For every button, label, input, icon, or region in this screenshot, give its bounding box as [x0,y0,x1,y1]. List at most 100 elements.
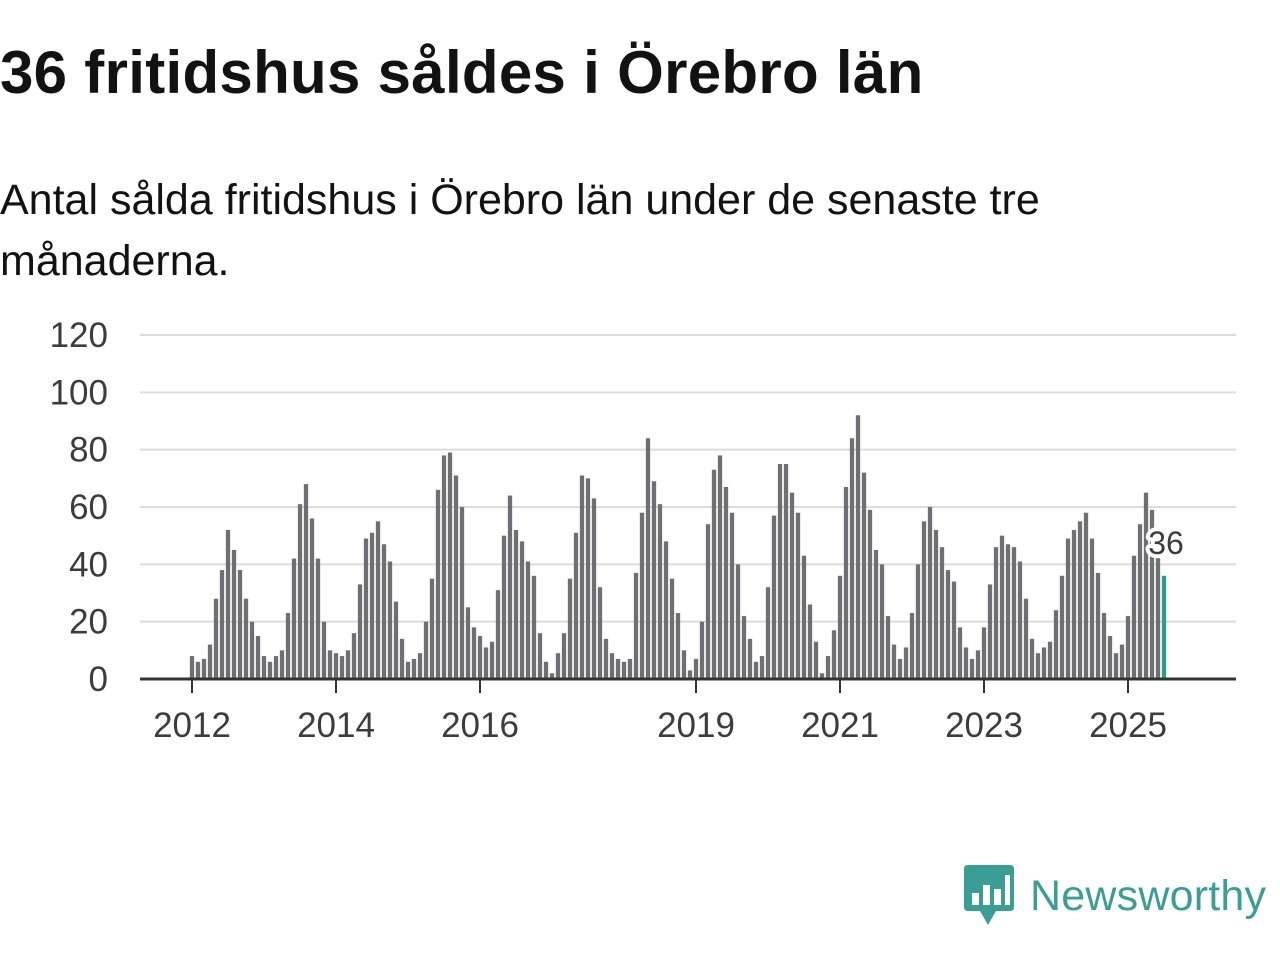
bar [945,570,951,679]
bar [705,524,711,679]
highlight-bar [1161,575,1167,679]
brand-name: Newsworthy [1030,871,1267,920]
chart-subtitle: Antal sålda fritidshus i Örebro län unde… [0,176,1040,285]
bar [789,492,795,679]
bar [1017,561,1023,679]
bar [783,464,789,679]
bar [333,653,339,679]
bar [1077,521,1083,679]
bar [1113,653,1119,679]
bar [921,521,927,679]
bar [861,472,867,679]
bar [879,564,885,679]
bar [369,532,375,679]
bar [591,498,597,679]
logo-bar-2 [983,885,990,905]
highlight-value-label: 36 [1148,525,1184,561]
bar [801,555,807,679]
bar [195,661,201,679]
bar [1119,644,1125,679]
bar [429,578,435,679]
bar [711,469,717,679]
bar [1011,547,1017,679]
bar [225,529,231,679]
bar [501,535,507,679]
bar [417,653,423,679]
bar [1149,509,1155,679]
bar [1035,653,1041,679]
bar [741,615,747,679]
bar [981,627,987,679]
bar [459,507,465,679]
bar [1047,641,1053,679]
x-tick-label: 2016 [441,706,519,745]
bar [621,661,627,679]
bar [303,484,309,679]
bar [351,633,357,679]
x-tick-label: 2019 [657,706,735,745]
bar [987,584,993,679]
bar [597,587,603,679]
logo-bar-4 [1005,875,1010,905]
bar [1143,492,1149,679]
y-tick-label: 40 [69,545,108,584]
bar [735,564,741,679]
bar [573,532,579,679]
bar [843,486,849,679]
bar [243,598,249,679]
bar [669,578,675,679]
bar [1065,538,1071,679]
bar [963,647,969,679]
bar [327,650,333,679]
bar [1131,555,1137,679]
bar [201,658,207,679]
bar [777,464,783,679]
bar [309,518,315,679]
bar [771,515,777,679]
bar [1059,575,1065,679]
bar [279,650,285,679]
bar [993,547,999,679]
x-tick-label: 2012 [153,706,231,745]
bar [513,529,519,679]
bar [897,658,903,679]
bar [477,636,483,679]
bar [915,564,921,679]
bar [645,438,651,679]
y-tick-label: 100 [50,373,108,412]
bar [927,507,933,679]
bar [261,656,267,679]
bar [627,658,633,679]
bar [747,638,753,679]
bar [453,475,459,679]
y-tick-label: 80 [69,431,108,470]
bar [1101,613,1107,679]
bar [1155,555,1161,679]
bar [423,621,429,679]
bar [285,613,291,679]
bar [675,613,681,679]
bar [561,633,567,679]
bar [489,641,495,679]
bar [933,529,939,679]
bar [297,504,303,679]
bar [483,647,489,679]
bar [1041,647,1047,679]
bar [657,504,663,679]
y-tick-label: 120 [50,316,108,355]
bar [609,653,615,679]
bar [531,575,537,679]
bar [825,656,831,679]
bar [447,452,453,679]
logo-bar-3 [994,889,1001,905]
bar [267,661,273,679]
bar [543,661,549,679]
bar [375,521,381,679]
x-tick-label: 2025 [1089,706,1167,745]
bar [549,673,555,679]
bar [231,550,237,679]
bar [723,486,729,679]
bar [753,661,759,679]
bar [519,541,525,679]
brand-logo: Newsworthy [964,864,1266,928]
